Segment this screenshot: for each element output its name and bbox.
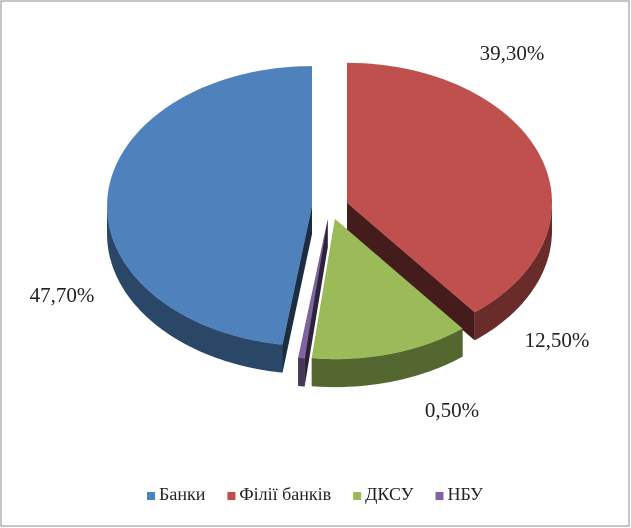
slice-wall bbox=[282, 206, 312, 373]
slice bbox=[107, 66, 312, 345]
pie-tops bbox=[107, 62, 552, 360]
data-label: 39,30% bbox=[480, 41, 545, 65]
slice-side bbox=[107, 206, 283, 373]
legend-swatch bbox=[435, 492, 444, 500]
legend-item: НБУ bbox=[435, 484, 483, 504]
legend-label: Філії банків bbox=[239, 484, 331, 504]
slice bbox=[311, 219, 463, 360]
legend: Банки Філії банків ДКСУ НБУ bbox=[147, 484, 483, 504]
slice bbox=[347, 62, 552, 313]
slice bbox=[298, 219, 328, 359]
legend-swatch bbox=[147, 492, 156, 500]
data-label: 0,50% bbox=[425, 398, 479, 422]
data-label: 47,70% bbox=[30, 283, 95, 307]
legend-item: Філії банків bbox=[227, 484, 331, 504]
legend-label: НБУ bbox=[447, 484, 483, 504]
legend-swatch bbox=[227, 492, 236, 500]
legend-item: Банки bbox=[147, 484, 206, 504]
slice-side bbox=[298, 358, 305, 387]
legend-label: ДКСУ bbox=[365, 484, 414, 504]
legend-label: Банки bbox=[159, 484, 206, 504]
slice-wall bbox=[347, 202, 475, 341]
legend-swatch bbox=[353, 492, 362, 500]
legend-item: ДКСУ bbox=[353, 484, 414, 504]
data-label: 12,50% bbox=[525, 328, 590, 352]
data-labels: 47,70% 39,30% 12,50% 0,50% bbox=[30, 41, 590, 422]
slice-side bbox=[474, 202, 552, 341]
slice-side bbox=[311, 328, 463, 388]
